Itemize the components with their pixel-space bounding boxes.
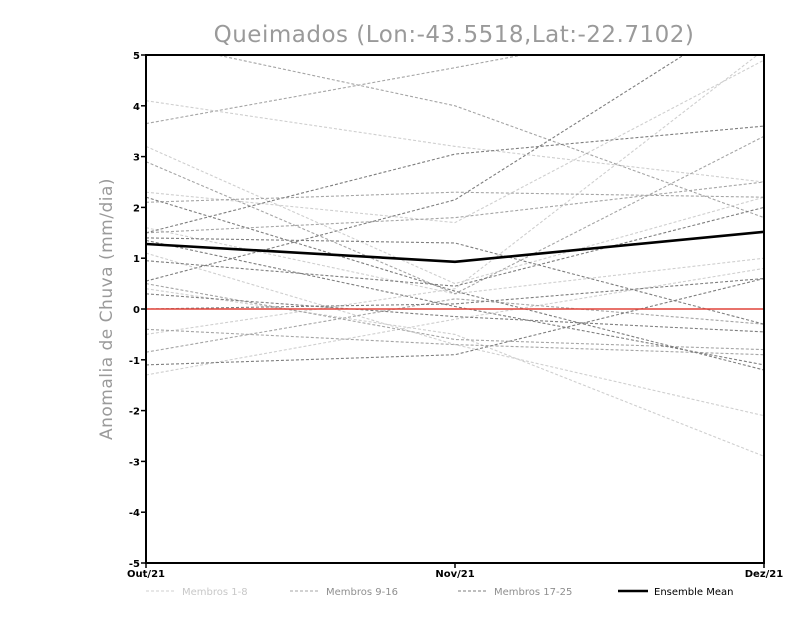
member-line-g1-3	[146, 59, 764, 224]
y-tick-label: 5	[133, 51, 140, 62]
member-line-g2-5	[146, 283, 764, 351]
x-tick-label: Out/21	[127, 569, 165, 580]
legend: Membros 1-8 Membros 9-16 Membros 17-25 Ense…	[146, 587, 733, 598]
ensemble-mean-line	[146, 230, 764, 264]
x-tick-label: Dez/21	[745, 569, 784, 580]
y-tick-label: 0	[133, 305, 140, 316]
y-tick-label: 1	[133, 254, 140, 265]
y-tick-label: -4	[129, 508, 140, 519]
y-tick-label: -3	[129, 457, 140, 468]
member-line-g3-9	[146, 293, 764, 333]
y-tick-label: 2	[133, 203, 140, 214]
member-line-g2-6	[146, 328, 764, 356]
member-line-g3-1	[146, 196, 764, 371]
member-line-g3-4	[146, 55, 685, 282]
legend-label-1: Membros 1-8	[182, 587, 248, 598]
member-line-g2-3	[146, 191, 764, 203]
member-line-g3-8	[146, 239, 764, 366]
y-tick-label: -2	[129, 407, 140, 418]
legend-label-2: Membros 9-16	[326, 587, 398, 598]
member-line-g1-6	[146, 288, 764, 457]
member-line-g1-1	[146, 100, 764, 183]
member-lines	[146, 55, 764, 457]
x-tick-label: Nov/21	[435, 569, 474, 580]
legend-label-4: Ensemble Mean	[654, 587, 733, 598]
member-line-g3-6	[146, 277, 764, 310]
member-line-g3-3	[146, 237, 764, 325]
member-line-g1-2	[146, 145, 764, 285]
y-tick-label: 4	[133, 102, 140, 113]
member-line-g1-5	[146, 252, 764, 417]
member-line-g3-7	[146, 277, 764, 366]
member-line-g3-5	[146, 206, 764, 287]
member-line-g2-4	[146, 181, 764, 234]
member-line-g2-7	[146, 298, 764, 353]
member-line-g2-8	[214, 55, 764, 219]
y-tick-label: -5	[129, 559, 140, 570]
member-line-g1-8	[146, 267, 764, 376]
member-line-g1-7	[146, 55, 759, 335]
legend-label-3: Membros 17-25	[494, 587, 572, 598]
member-line-g3-2	[146, 125, 764, 234]
y-tick-label: 3	[133, 153, 140, 164]
y-tick-label: -1	[129, 356, 140, 367]
y-axis-label: Anomalia de Chuva (mm/dia)	[97, 178, 117, 440]
member-line-g2-2	[146, 135, 764, 295]
chart-title: Queimados (Lon:-43.5518,Lat:-22.7102)	[214, 22, 695, 48]
